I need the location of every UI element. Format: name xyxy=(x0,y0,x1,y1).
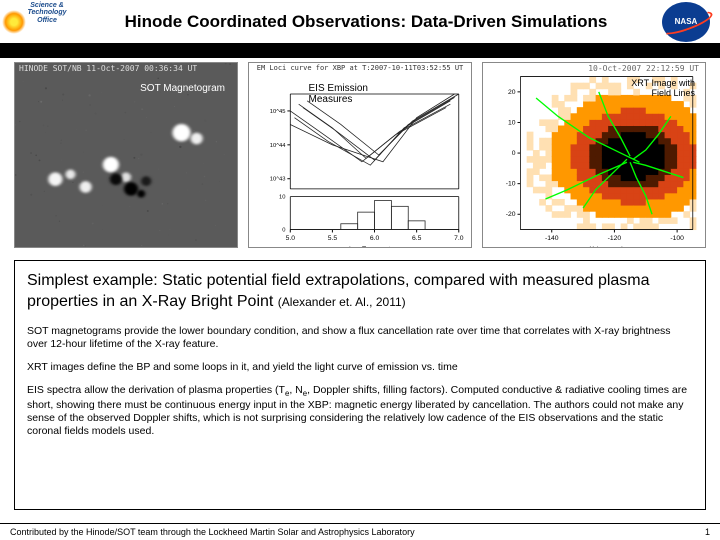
svg-text:5.5: 5.5 xyxy=(328,235,338,242)
nasa-logo: NASA xyxy=(662,2,710,42)
svg-text:0: 0 xyxy=(512,150,516,157)
svg-text:10^44: 10^44 xyxy=(270,143,286,149)
svg-text:0: 0 xyxy=(282,228,285,234)
sto-logo-text: Science &TechnologyOffice xyxy=(10,2,70,25)
footer-credit: Contributed by the Hinode/SOT team throu… xyxy=(10,527,415,537)
p3-label: XRT Image with Field Lines xyxy=(627,77,699,101)
p2-timestamp: EM Loci curve for XBP at T:2007-10-11T03… xyxy=(257,64,464,72)
svg-text:10^45: 10^45 xyxy=(270,109,286,115)
footer: Contributed by the Hinode/SOT team throu… xyxy=(0,523,720,540)
xrt-image-panel: 10-Oct-2007 22:12:59 UT XRT Image with F… xyxy=(482,62,706,248)
svg-text:6.0: 6.0 xyxy=(370,235,380,242)
page-number: 1 xyxy=(705,527,710,537)
svg-text:20: 20 xyxy=(508,89,516,96)
divider-band xyxy=(0,44,720,58)
header: Science &TechnologyOffice Hinode Coordin… xyxy=(0,0,720,44)
sot-magnetogram-panel: HINODE SOT/NB 11-Oct-2007 00:36:34 UT SO… xyxy=(14,62,238,248)
svg-text:-10: -10 xyxy=(506,181,516,188)
svg-text:5.0: 5.0 xyxy=(286,235,296,242)
p1-timestamp: HINODE SOT/NB 11-Oct-2007 00:36:34 UT xyxy=(19,64,197,73)
description-box: Simplest example: Static potential field… xyxy=(14,260,706,510)
svg-text:10^43: 10^43 xyxy=(270,177,286,183)
svg-text:6.5: 6.5 xyxy=(412,235,422,242)
eis-emission-panel: EM Loci curve for XBP at T:2007-10-11T03… xyxy=(248,62,472,248)
svg-text:7.0: 7.0 xyxy=(454,235,464,242)
svg-text:-140: -140 xyxy=(545,235,559,242)
svg-text:10: 10 xyxy=(279,195,285,201)
svg-text:10: 10 xyxy=(508,119,516,126)
para-xrt: XRT images define the BP and some loops … xyxy=(27,361,693,374)
svg-text:-20: -20 xyxy=(506,211,516,218)
panel-row: HINODE SOT/NB 11-Oct-2007 00:36:34 UT SO… xyxy=(0,58,720,256)
p3-timestamp: 10-Oct-2007 22:12:59 UT xyxy=(588,64,699,73)
p1-label: SOT Magnetogram xyxy=(136,81,229,96)
para-eis: EIS spectra allow the derivation of plas… xyxy=(27,384,693,438)
sto-logo: Science &TechnologyOffice xyxy=(10,2,70,42)
para-sot: SOT magnetograms provide the lower bound… xyxy=(27,325,693,351)
svg-text:-100: -100 xyxy=(670,235,684,242)
svg-text:Log Temperature: Log Temperature xyxy=(349,246,400,247)
svg-text:X (arcsecs): X (arcsecs) xyxy=(589,246,623,247)
page-title: Hinode Coordinated Observations: Data-Dr… xyxy=(70,12,662,32)
headline: Simplest example: Static potential field… xyxy=(27,271,693,313)
p2-label: EIS Emission Measures xyxy=(305,81,416,107)
svg-text:-120: -120 xyxy=(608,235,622,242)
